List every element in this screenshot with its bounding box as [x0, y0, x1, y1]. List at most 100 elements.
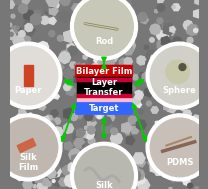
Polygon shape — [97, 115, 101, 119]
Polygon shape — [92, 20, 102, 30]
Polygon shape — [100, 52, 111, 63]
Polygon shape — [157, 130, 161, 133]
Polygon shape — [68, 161, 80, 174]
Polygon shape — [174, 95, 184, 104]
Polygon shape — [101, 71, 113, 82]
Polygon shape — [183, 178, 190, 185]
Polygon shape — [90, 166, 98, 174]
Polygon shape — [57, 35, 63, 41]
Polygon shape — [162, 134, 166, 138]
Polygon shape — [110, 132, 123, 145]
Polygon shape — [17, 139, 36, 153]
Polygon shape — [191, 45, 195, 50]
Polygon shape — [54, 94, 59, 99]
Polygon shape — [95, 151, 103, 158]
Polygon shape — [89, 77, 96, 83]
Bar — [77, 78, 131, 81]
Polygon shape — [47, 150, 59, 162]
Polygon shape — [21, 105, 25, 108]
Polygon shape — [194, 10, 201, 18]
Polygon shape — [147, 67, 157, 76]
Polygon shape — [39, 104, 46, 110]
Polygon shape — [9, 164, 19, 175]
Polygon shape — [64, 30, 75, 43]
Polygon shape — [67, 86, 76, 96]
Polygon shape — [150, 158, 162, 170]
Polygon shape — [145, 88, 154, 97]
Polygon shape — [109, 4, 115, 10]
Polygon shape — [127, 44, 132, 48]
Polygon shape — [177, 125, 186, 134]
Polygon shape — [59, 10, 72, 23]
Polygon shape — [116, 12, 130, 25]
Polygon shape — [155, 169, 162, 175]
Polygon shape — [74, 15, 80, 20]
Polygon shape — [88, 118, 96, 127]
Polygon shape — [87, 126, 95, 134]
Polygon shape — [151, 55, 155, 60]
Polygon shape — [158, 0, 164, 4]
Polygon shape — [103, 143, 107, 147]
Polygon shape — [110, 2, 118, 9]
Polygon shape — [7, 98, 13, 103]
Polygon shape — [78, 182, 84, 188]
Polygon shape — [38, 54, 48, 63]
Polygon shape — [172, 4, 180, 11]
Polygon shape — [41, 16, 49, 25]
Polygon shape — [139, 73, 147, 79]
Polygon shape — [157, 18, 163, 24]
Polygon shape — [65, 53, 68, 57]
Circle shape — [0, 114, 62, 181]
Polygon shape — [157, 4, 165, 12]
Polygon shape — [150, 162, 160, 173]
Polygon shape — [82, 20, 94, 32]
Polygon shape — [82, 158, 88, 164]
Polygon shape — [85, 55, 89, 59]
Polygon shape — [150, 115, 155, 120]
Polygon shape — [121, 13, 124, 17]
Polygon shape — [158, 55, 163, 60]
Polygon shape — [105, 75, 108, 79]
Polygon shape — [18, 130, 30, 143]
Polygon shape — [22, 163, 30, 170]
Polygon shape — [132, 186, 137, 189]
Polygon shape — [9, 32, 13, 36]
Polygon shape — [154, 58, 162, 67]
Polygon shape — [6, 122, 19, 134]
Polygon shape — [89, 59, 95, 65]
Polygon shape — [98, 0, 104, 6]
Polygon shape — [48, 1, 54, 8]
Polygon shape — [80, 4, 85, 9]
Polygon shape — [162, 140, 173, 149]
Polygon shape — [27, 123, 32, 128]
Polygon shape — [119, 58, 128, 67]
Polygon shape — [122, 0, 131, 8]
Polygon shape — [92, 0, 97, 3]
Polygon shape — [71, 114, 78, 121]
Polygon shape — [150, 24, 161, 35]
Polygon shape — [25, 48, 34, 56]
Polygon shape — [187, 37, 193, 43]
Polygon shape — [94, 57, 101, 64]
Polygon shape — [160, 70, 166, 76]
Polygon shape — [89, 150, 98, 158]
Polygon shape — [125, 40, 135, 51]
Polygon shape — [102, 92, 112, 101]
Polygon shape — [177, 114, 180, 117]
Polygon shape — [169, 49, 180, 60]
Polygon shape — [43, 164, 50, 171]
Circle shape — [75, 0, 133, 56]
Polygon shape — [82, 19, 92, 30]
Polygon shape — [146, 101, 152, 106]
Polygon shape — [99, 174, 107, 182]
Polygon shape — [172, 37, 182, 46]
Polygon shape — [38, 138, 50, 150]
Polygon shape — [33, 10, 41, 18]
Polygon shape — [33, 185, 37, 188]
Polygon shape — [164, 144, 177, 155]
FancyArrowPatch shape — [135, 80, 143, 85]
Polygon shape — [102, 122, 113, 134]
Polygon shape — [181, 107, 185, 111]
Polygon shape — [21, 168, 24, 172]
Polygon shape — [67, 43, 76, 53]
